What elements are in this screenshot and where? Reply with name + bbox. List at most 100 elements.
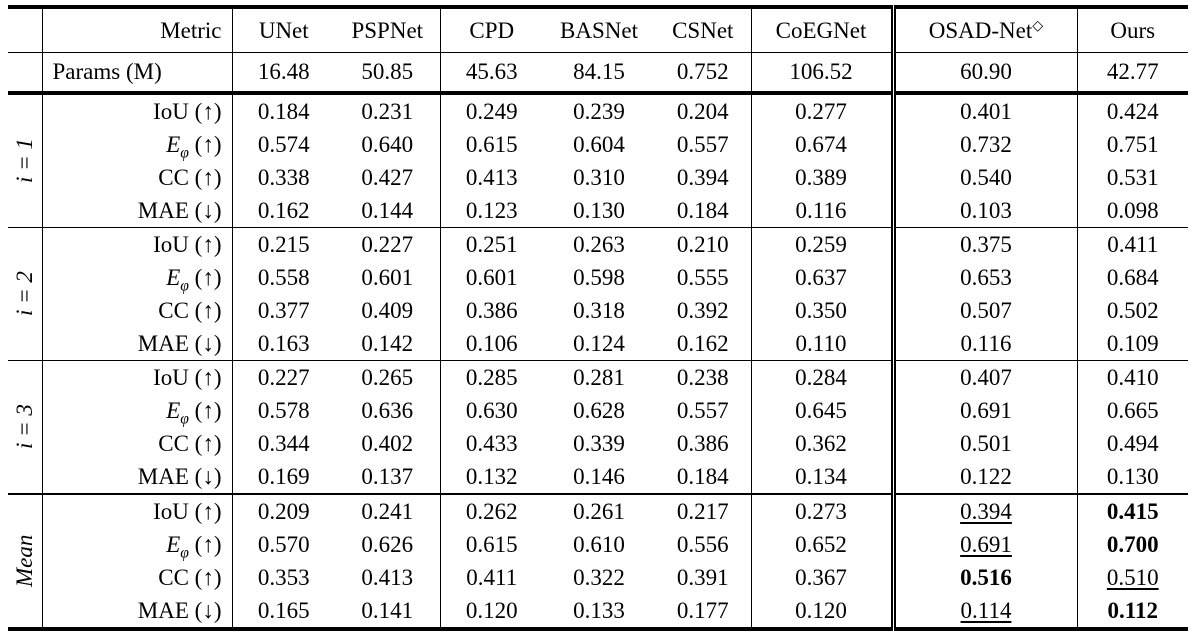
value-cell: 0.146 [573, 463, 625, 489]
value-cell: 0.507 [890, 294, 1077, 327]
value-cell: 0.691 [890, 394, 1077, 427]
metric-label-cc: CC (↑) [41, 294, 232, 327]
value-cell: 0.674 [750, 128, 893, 161]
value-cell: 0.123 [439, 194, 543, 228]
table-row: Eφ (↑) 0.578 0.636 0.630 0.628 0.557 0.645 0.69… [8, 394, 1188, 427]
value-cell: 0.112 [1076, 594, 1188, 629]
col-header-csnet: CSNet [655, 7, 751, 53]
value-cell: 0.318 [573, 297, 625, 323]
params-row: Params (M) 16.48 50.85 45.63 84.15 0.752 106.… [8, 52, 1188, 95]
group-label-text: i = 1 [11, 138, 37, 184]
value-cell: 0.103 [890, 194, 1077, 228]
metric-label-cc: CC (↑) [41, 561, 232, 594]
value-cell: 0.407 [890, 360, 1077, 394]
value-cell: 0.239 [573, 98, 625, 124]
value-cell: 0.124 [573, 330, 625, 356]
value-cell: 0.241 [335, 493, 440, 528]
metric-label-mae: MAE (↓) [41, 460, 232, 494]
value-cell: 0.601 [439, 261, 543, 294]
value-cell: 0.362 [750, 427, 893, 460]
col-header-cpd: CPD [439, 7, 543, 53]
params-value: 16.48 [231, 52, 335, 95]
value-cell: 0.415 [1076, 493, 1188, 528]
value-cell: 0.144 [361, 197, 414, 223]
params-value: 42.77 [1076, 52, 1188, 95]
value-cell: 0.615 [439, 528, 543, 561]
metric-label-iou: IoU (↑) [41, 493, 232, 528]
value-cell: 0.353 [231, 561, 335, 594]
col-header-osad-net: OSAD-Net◇ [890, 7, 1077, 53]
params-value: 45.63 [439, 52, 543, 95]
rotated-label-spacer [8, 7, 42, 53]
value-cell: 0.375 [890, 227, 1077, 261]
table-row: MAE (↓) 0.169 0.137 0.132 0.146 0.184 0.134 0.1… [8, 460, 1188, 494]
value-cell: 0.394 [676, 164, 729, 190]
table-row: Eφ (↑) 0.558 0.601 0.601 0.598 0.555 0.637 0.65… [8, 261, 1188, 294]
group-label-i-2: i = 2 [8, 227, 42, 361]
value-cell: 0.540 [890, 161, 1077, 194]
col-header-coegnet: CoEGNet [750, 7, 893, 53]
value-cell: 0.116 [750, 194, 893, 228]
value-cell: 0.204 [676, 98, 729, 124]
value-cell: 0.109 [1076, 327, 1188, 361]
value-cell: 0.277 [750, 93, 893, 128]
value-cell: 0.120 [750, 594, 893, 629]
value-cell: 0.106 [439, 327, 543, 361]
value-cell: 0.262 [439, 493, 543, 528]
value-cell: 0.134 [750, 460, 893, 494]
metric-label-e: Eφ (↑) [41, 261, 232, 294]
table-row: Eφ (↑) 0.574 0.640 0.615 0.604 0.557 0.674 0.73… [8, 128, 1188, 161]
value-cell: 0.574 [231, 128, 335, 161]
table-row: MAE (↓) 0.165 0.141 0.120 0.133 0.177 0.120 0.1… [8, 594, 1188, 629]
metric-label-e: Eφ (↑) [41, 128, 232, 161]
value-cell: 0.120 [439, 594, 543, 629]
value-cell: 0.386 [676, 430, 729, 456]
metric-label-iou: IoU (↑) [41, 360, 232, 394]
value-cell: 0.322 [573, 564, 625, 590]
value-cell: 0.557 [676, 397, 729, 423]
value-cell: 0.285 [439, 360, 543, 394]
header-row: Metric UNet PSPNet CPD BASNet CSNet CoEGNet OS… [8, 7, 1188, 53]
value-cell: 0.386 [439, 294, 543, 327]
value-cell: 0.645 [750, 394, 893, 427]
metric-label-e: Eφ (↑) [41, 394, 232, 427]
value-cell: 0.261 [543, 493, 655, 528]
value-cell: 0.165 [231, 594, 335, 629]
value-cell: 0.411 [439, 561, 543, 594]
value-cell: 0.169 [231, 460, 335, 494]
value-cell: 0.391 [676, 564, 729, 590]
params-value: 0.752 [655, 52, 751, 95]
value-cell: 0.578 [231, 394, 335, 427]
value-cell: 0.401 [890, 93, 1077, 128]
value-cell: 0.411 [1076, 227, 1188, 261]
col-header-unet: UNet [231, 7, 335, 53]
value-cell: 0.413 [361, 564, 414, 590]
value-cell: 0.732 [890, 128, 1077, 161]
best-value: 0.112 [1107, 597, 1158, 623]
value-cell: 0.116 [890, 327, 1077, 361]
value-cell: 0.122 [890, 460, 1077, 494]
metric-label-cc: CC (↑) [41, 161, 232, 194]
value-cell: 0.142 [361, 330, 414, 356]
value-cell: 0.110 [750, 327, 893, 361]
value-cell: 0.238 [655, 360, 751, 394]
value-cell: 0.501 [890, 427, 1077, 460]
value-cell: 0.133 [573, 597, 625, 623]
metric-label-cc: CC (↑) [41, 427, 232, 460]
value-cell: 0.141 [361, 597, 414, 623]
second-best-value: 0.114 [960, 597, 1012, 623]
second-best-value: 0.510 [1106, 564, 1159, 590]
value-cell: 0.217 [655, 493, 751, 528]
table-row: MAE (↓) 0.163 0.142 0.106 0.124 0.162 0.110 0.1… [8, 327, 1188, 361]
value-cell: 0.209 [231, 493, 335, 528]
metric-label-mae: MAE (↓) [41, 327, 232, 361]
value-cell: 0.310 [573, 164, 625, 190]
value-cell: 0.367 [750, 561, 893, 594]
metric-label-iou: IoU (↑) [41, 227, 232, 261]
value-cell: 0.531 [1076, 161, 1188, 194]
value-cell: 0.350 [750, 294, 893, 327]
value-cell: 0.389 [750, 161, 893, 194]
table-row: i = 1 IoU (↑) 0.184 0.231 0.249 0.239 0.204 0.2… [8, 93, 1188, 183]
group-label-text: i = 3 [11, 404, 37, 450]
